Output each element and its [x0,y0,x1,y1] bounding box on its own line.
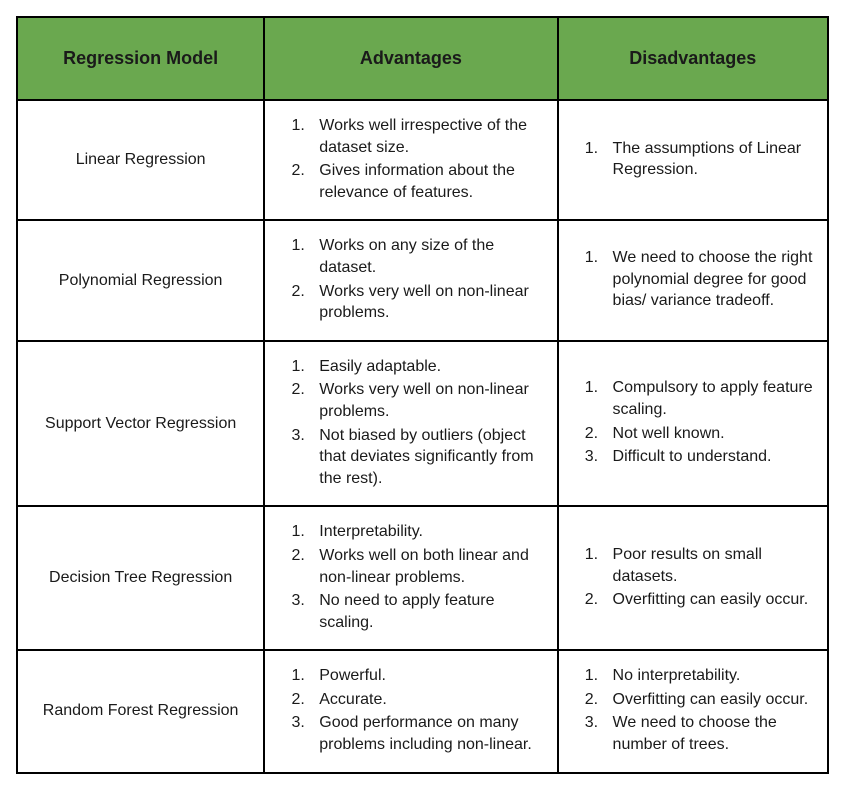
model-name: Support Vector Regression [17,341,264,507]
list-item: The assumptions of Linear Regression. [603,138,815,181]
list-item: Not biased by outliers (object that devi… [309,425,544,490]
list-item: We need to choose the right polynomial d… [603,247,815,312]
model-name: Random Forest Regression [17,650,264,772]
list-item: Accurate. [309,689,544,711]
list-item: Overfitting can easily occur. [603,689,815,711]
list-item: Works well irrespective of the dataset s… [309,115,544,158]
list-item: Good performance on many problems includ… [309,712,544,755]
disadvantages-cell: Compulsory to apply feature scaling. Not… [558,341,828,507]
disadvantages-cell: The assumptions of Linear Regression. [558,100,828,220]
model-name: Polynomial Regression [17,220,264,340]
list-item: No need to apply feature scaling. [309,590,544,633]
advantages-cell: Works on any size of the dataset. Works … [264,220,557,340]
list-item: Interpretability. [309,521,544,543]
regression-models-table: Regression Model Advantages Disadvantage… [16,16,829,774]
disadvantages-cell: No interpretability. Overfitting can eas… [558,650,828,772]
list-item: Gives information about the relevance of… [309,160,544,203]
table-body: Linear Regression Works well irrespectiv… [17,100,828,773]
list-item: We need to choose the number of trees. [603,712,815,755]
list-item: Overfitting can easily occur. [603,589,815,611]
advantages-list: Powerful. Accurate. Good performance on … [277,665,544,755]
advantages-list: Works on any size of the dataset. Works … [277,235,544,323]
table-header: Regression Model Advantages Disadvantage… [17,17,828,100]
advantages-list: Interpretability. Works well on both lin… [277,521,544,633]
list-item: Easily adaptable. [309,356,544,378]
table-row: Polynomial Regression Works on any size … [17,220,828,340]
disadvantages-list: The assumptions of Linear Regression. [571,138,815,181]
list-item: Powerful. [309,665,544,687]
list-item: Compulsory to apply feature scaling. [603,377,815,420]
table-row: Support Vector Regression Easily adaptab… [17,341,828,507]
list-item: Works well on both linear and non-linear… [309,545,544,588]
advantages-cell: Interpretability. Works well on both lin… [264,506,557,650]
disadvantages-cell: We need to choose the right polynomial d… [558,220,828,340]
disadvantages-list: Compulsory to apply feature scaling. Not… [571,377,815,467]
advantages-list: Works well irrespective of the dataset s… [277,115,544,203]
table-row: Random Forest Regression Powerful. Accur… [17,650,828,772]
list-item: No interpretability. [603,665,815,687]
list-item: Poor results on small datasets. [603,544,815,587]
model-name: Linear Regression [17,100,264,220]
list-item: Difficult to understand. [603,446,815,468]
list-item: Works on any size of the dataset. [309,235,544,278]
advantages-cell: Works well irrespective of the dataset s… [264,100,557,220]
col-header-disadvantages: Disadvantages [558,17,828,100]
list-item: Works very well on non-linear problems. [309,281,544,324]
disadvantages-list: Poor results on small datasets. Overfitt… [571,544,815,611]
list-item: Works very well on non-linear problems. [309,379,544,422]
col-header-advantages: Advantages [264,17,557,100]
disadvantages-list: We need to choose the right polynomial d… [571,247,815,312]
advantages-cell: Powerful. Accurate. Good performance on … [264,650,557,772]
advantages-cell: Easily adaptable. Works very well on non… [264,341,557,507]
col-header-model: Regression Model [17,17,264,100]
model-name: Decision Tree Regression [17,506,264,650]
list-item: Not well known. [603,423,815,445]
disadvantages-cell: Poor results on small datasets. Overfitt… [558,506,828,650]
table-row: Decision Tree Regression Interpretabilit… [17,506,828,650]
advantages-list: Easily adaptable. Works very well on non… [277,356,544,490]
table-row: Linear Regression Works well irrespectiv… [17,100,828,220]
disadvantages-list: No interpretability. Overfitting can eas… [571,665,815,755]
